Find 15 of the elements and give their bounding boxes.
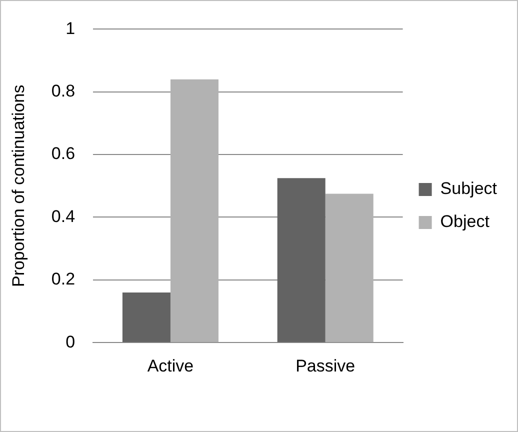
bar bbox=[170, 79, 218, 342]
x-tick-label: Active bbox=[147, 356, 194, 376]
y-tick-label: 0.6 bbox=[51, 144, 76, 164]
y-axis-title: Proportion of continuations bbox=[8, 84, 28, 288]
y-tick-label: 0 bbox=[66, 332, 76, 352]
bar bbox=[277, 178, 326, 342]
bar bbox=[325, 194, 374, 342]
y-tick-label: 0.2 bbox=[51, 270, 76, 289]
y-tick-label: 1 bbox=[66, 18, 76, 38]
y-tick-label: 0.8 bbox=[51, 82, 76, 101]
y-tick-label: 0.4 bbox=[51, 206, 76, 226]
x-tick-label: Passive bbox=[296, 356, 356, 376]
legend-label: Subject bbox=[440, 179, 498, 198]
legend-label: Object bbox=[440, 212, 490, 232]
bar bbox=[122, 292, 170, 342]
